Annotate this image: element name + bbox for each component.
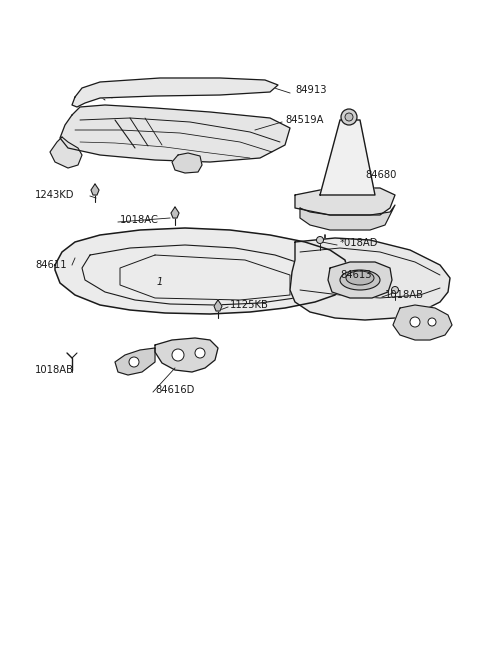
Circle shape [129,357,139,367]
Polygon shape [214,300,222,311]
Text: 1: 1 [157,277,163,287]
Polygon shape [295,188,395,215]
Polygon shape [155,338,218,372]
Text: 1243KD: 1243KD [35,190,74,200]
Polygon shape [50,137,82,168]
Circle shape [410,317,420,327]
Text: 84913: 84913 [295,85,326,95]
Polygon shape [320,120,375,195]
Text: 84611: 84611 [35,260,67,270]
Polygon shape [393,305,452,340]
Ellipse shape [340,270,380,290]
Ellipse shape [346,271,374,285]
Text: 1125KB: 1125KB [230,300,269,310]
Text: 84616D: 84616D [155,385,194,395]
Polygon shape [60,105,290,162]
Polygon shape [290,238,450,320]
Circle shape [172,349,184,361]
Text: 1018AB: 1018AB [35,365,74,375]
Circle shape [341,109,357,125]
Polygon shape [91,184,99,195]
Circle shape [195,348,205,358]
Circle shape [428,318,436,326]
Text: 84680: 84680 [365,170,396,180]
Polygon shape [72,78,278,107]
Circle shape [316,237,324,244]
Polygon shape [171,207,179,218]
Polygon shape [115,348,155,375]
Text: *018AD: *018AD [340,238,379,248]
Text: 1018AB: 1018AB [385,290,424,300]
Text: 84613: 84613 [340,270,372,280]
Text: 1018AC: 1018AC [120,215,159,225]
Text: 84519A: 84519A [285,115,324,125]
Polygon shape [328,262,392,298]
Polygon shape [300,205,395,230]
Polygon shape [55,228,348,314]
Polygon shape [172,153,202,173]
Circle shape [392,286,398,294]
Circle shape [345,113,353,121]
